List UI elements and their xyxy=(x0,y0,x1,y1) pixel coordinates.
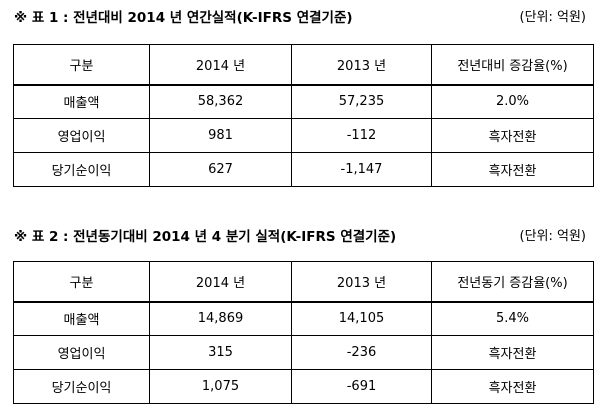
header-change: 전년대비 증감율(%) xyxy=(431,44,594,86)
cell-2013: -691 xyxy=(291,369,432,404)
header-2014: 2014 년 xyxy=(149,261,292,303)
annual-results-table: 구분 2014 년 2013 년 전년대비 증감율(%) 매출액 58,362 … xyxy=(13,44,594,187)
table-row: 당기순이익 627 -1,147 흑자전환 xyxy=(13,152,594,187)
header-change: 전년동기 증감율(%) xyxy=(431,261,594,303)
cell-2013: 57,235 xyxy=(291,84,432,119)
cell-change: 흑자전환 xyxy=(431,335,594,370)
cell-change: 흑자전환 xyxy=(431,369,594,404)
header-2013: 2013 년 xyxy=(291,261,432,303)
cell-2014: 981 xyxy=(149,118,292,153)
cell-2013: -1,147 xyxy=(291,152,432,187)
cell-change: 흑자전환 xyxy=(431,118,594,153)
table1-unit: (단위: 억원) xyxy=(519,10,587,25)
table1-caption: ※ 표 1 : 전년대비 2014 년 연간실적(K-IFRS 연결기준) (단… xyxy=(0,4,600,26)
table-header-row: 구분 2014 년 2013 년 전년대비 증감율(%) xyxy=(13,44,594,86)
row-label: 당기순이익 xyxy=(13,152,150,187)
header-category: 구분 xyxy=(13,261,150,303)
cell-change: 흑자전환 xyxy=(431,152,594,187)
header-2014: 2014 년 xyxy=(149,44,292,86)
cell-2014: 1,075 xyxy=(149,369,292,404)
table1-title: ※ 표 1 : 전년대비 2014 년 연간실적(K-IFRS 연결기준) xyxy=(14,10,353,26)
table-row: 영업이익 981 -112 흑자전환 xyxy=(13,118,594,153)
cell-2013: 14,105 xyxy=(291,301,432,336)
cell-change: 5.4% xyxy=(431,301,594,336)
table-row: 매출액 14,869 14,105 5.4% xyxy=(13,301,594,336)
cell-2014: 627 xyxy=(149,152,292,187)
cell-change: 2.0% xyxy=(431,84,594,119)
cell-2013: -236 xyxy=(291,335,432,370)
header-2013: 2013 년 xyxy=(291,44,432,86)
row-label: 매출액 xyxy=(13,301,150,336)
table2-unit: (단위: 억원) xyxy=(519,229,587,244)
table2-title: ※ 표 2 : 전년동기대비 2014 년 4 분기 실적(K-IFRS 연결기… xyxy=(14,229,397,245)
row-label: 매출액 xyxy=(13,84,150,119)
cell-2014: 58,362 xyxy=(149,84,292,119)
header-category: 구분 xyxy=(13,44,150,86)
row-label: 당기순이익 xyxy=(13,369,150,404)
table-row: 당기순이익 1,075 -691 흑자전환 xyxy=(13,369,594,404)
quarterly-results-table: 구분 2014 년 2013 년 전년동기 증감율(%) 매출액 14,869 … xyxy=(13,261,594,404)
table-header-row: 구분 2014 년 2013 년 전년동기 증감율(%) xyxy=(13,261,594,303)
row-label: 영업이익 xyxy=(13,335,150,370)
cell-2013: -112 xyxy=(291,118,432,153)
row-label: 영업이익 xyxy=(13,118,150,153)
table2-caption: ※ 표 2 : 전년동기대비 2014 년 4 분기 실적(K-IFRS 연결기… xyxy=(0,223,600,245)
table-row: 매출액 58,362 57,235 2.0% xyxy=(13,84,594,119)
table-row: 영업이익 315 -236 흑자전환 xyxy=(13,335,594,370)
cell-2014: 14,869 xyxy=(149,301,292,336)
cell-2014: 315 xyxy=(149,335,292,370)
